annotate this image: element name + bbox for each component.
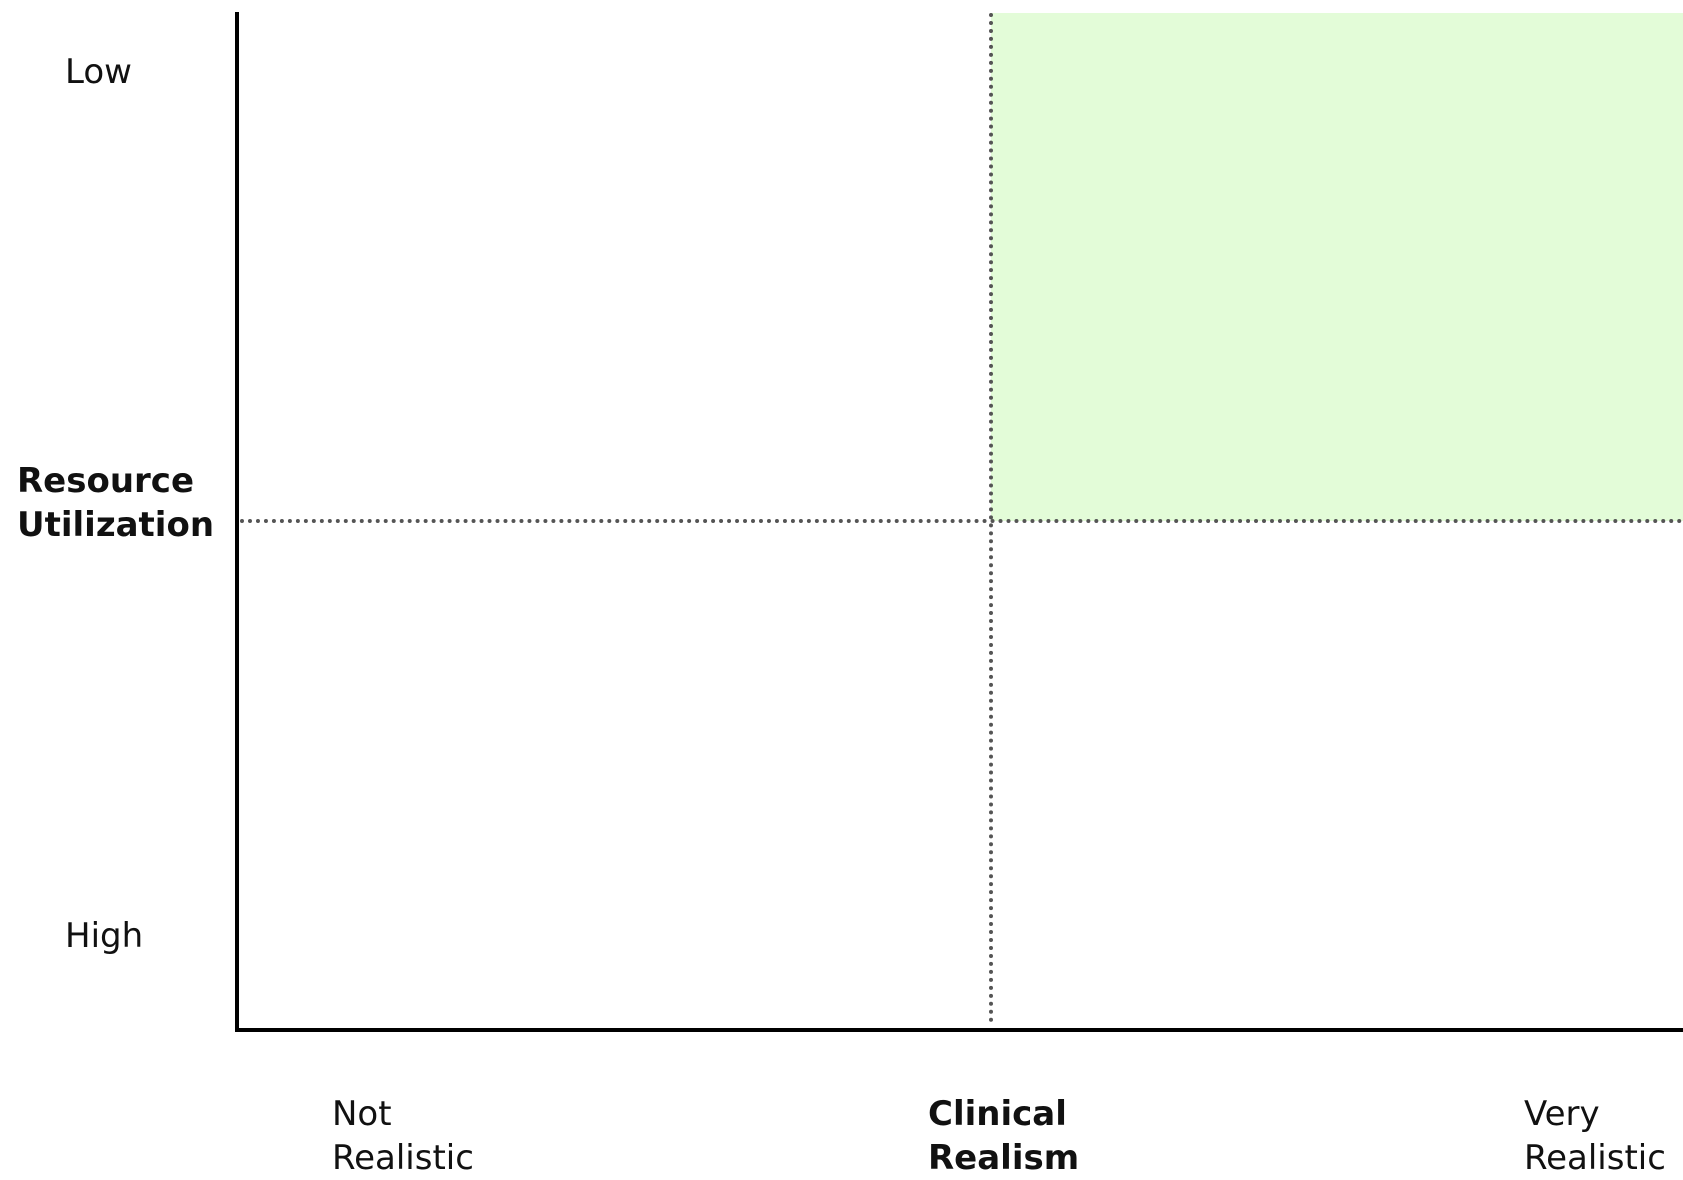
y-axis-title-line2: Utilization: [17, 505, 215, 545]
x-axis-title: Clinical Realism: [928, 1092, 1079, 1180]
x-axis-left-label-line1: Not: [332, 1094, 392, 1134]
x-axis-line: [235, 1028, 1683, 1032]
x-axis-title-line2: Realism: [928, 1138, 1080, 1178]
y-axis-top-label: Low: [65, 52, 132, 92]
x-axis-left-label-line2: Realistic: [332, 1138, 474, 1178]
x-axis-right-label-line1: Very: [1524, 1094, 1600, 1134]
x-axis-right-label-line2: Realistic: [1524, 1138, 1666, 1178]
x-axis-left-label: Not Realistic: [332, 1092, 474, 1180]
vertical-dotted-divider: [989, 13, 993, 1023]
y-axis-line: [235, 12, 239, 1032]
y-axis-title: Resource Utilization: [17, 459, 214, 547]
highlight-quadrant-top-right: [991, 13, 1683, 521]
x-axis-title-line1: Clinical: [928, 1094, 1067, 1134]
y-axis-bottom-label: High: [65, 916, 144, 956]
y-axis-title-line1: Resource: [17, 461, 195, 501]
x-axis-right-label: Very Realistic: [1524, 1092, 1666, 1180]
horizontal-dotted-divider: [240, 519, 1683, 523]
